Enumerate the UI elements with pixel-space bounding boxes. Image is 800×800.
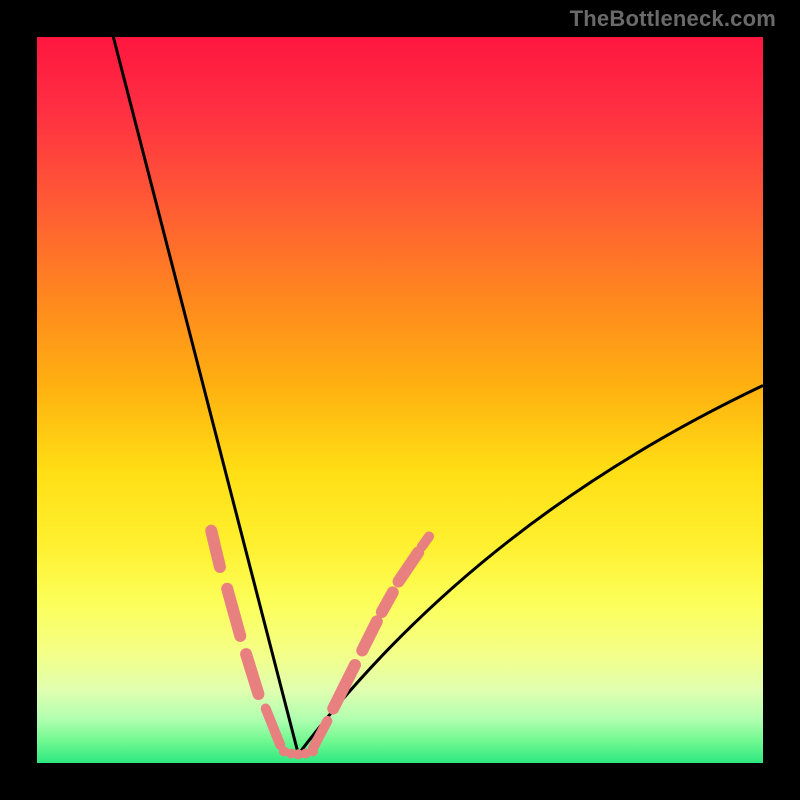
v-curve: [110, 37, 763, 754]
chart-root: TheBottleneck.com: [0, 0, 800, 800]
marker-segment: [313, 721, 328, 749]
watermark-text: TheBottleneck.com: [570, 6, 776, 32]
marker-segment: [246, 654, 258, 694]
marker-segment: [266, 709, 281, 745]
plot-area: [37, 37, 763, 763]
marker-segment: [382, 592, 393, 612]
marker-segment: [422, 536, 429, 546]
marker-segment: [399, 552, 419, 581]
chart-svg: [37, 37, 763, 763]
marker-segment: [227, 589, 240, 636]
marker-segment: [211, 531, 220, 567]
marker-point: [308, 746, 318, 756]
marker-segment: [362, 621, 377, 650]
